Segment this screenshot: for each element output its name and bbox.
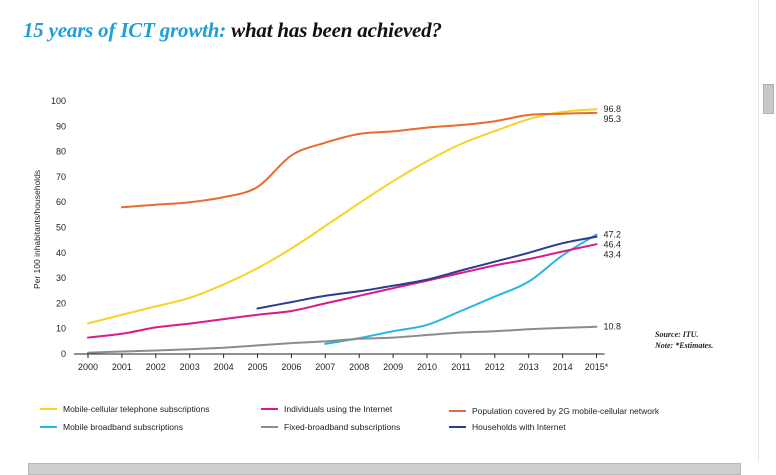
page-title: 15 years of ICT growth: what has been ac… — [23, 18, 442, 43]
legend-label: Fixed-broadband subscriptions — [284, 422, 401, 432]
y-tick-label: 60 — [56, 197, 66, 207]
note-line: Note: *Estimates. — [655, 341, 714, 350]
end-value-label: 46.4 — [604, 240, 622, 250]
x-tick-label: 2015* — [585, 362, 609, 372]
x-tick-label: 2006 — [281, 362, 301, 372]
y-tick-label: 100 — [51, 96, 66, 106]
x-tick-label: 2001 — [112, 362, 132, 372]
y-tick-label: 90 — [56, 121, 66, 131]
page-title-rest: what has been achieved? — [231, 18, 442, 42]
x-tick-label: 2012 — [485, 362, 505, 372]
legend-label: Mobile broadband subscriptions — [63, 422, 184, 432]
end-value-label: 95.3 — [604, 114, 622, 124]
source-line: Source: ITU. — [655, 330, 699, 339]
y-tick-label: 50 — [56, 223, 66, 233]
legend-swatch — [261, 426, 278, 428]
y-tick-label: 80 — [56, 147, 66, 157]
x-tick-label: 2003 — [180, 362, 200, 372]
chart-end-labels: 96.895.3 47.246.443.4 10.8 — [604, 104, 622, 332]
x-tick-label: 2013 — [519, 362, 539, 372]
legend-item: Population covered by 2G mobile-cellular… — [449, 405, 659, 417]
series-line-individuals-using-the-internet — [87, 243, 598, 339]
x-tick-label: 2011 — [451, 362, 470, 372]
y-tick-label: 10 — [56, 324, 66, 334]
legend-swatch — [449, 426, 466, 428]
legend-item: Mobile broadband subscriptions — [40, 421, 183, 433]
horizontal-scrollbar[interactable] — [0, 462, 776, 475]
x-tick-label: 2002 — [146, 362, 166, 372]
end-value-label: 10.8 — [604, 322, 622, 332]
legend-label: Mobile-cellular telephone subscriptions — [63, 404, 210, 414]
legend-label: Individuals using the Internet — [284, 404, 393, 414]
y-tick-label: 0 — [61, 349, 66, 359]
y-tick-label: 30 — [56, 273, 66, 283]
legend-swatch — [40, 426, 57, 428]
legend-label: Population covered by 2G mobile-cellular… — [472, 406, 660, 416]
legend-item: Individuals using the Internet — [261, 403, 392, 415]
end-value-label: 43.4 — [604, 250, 622, 260]
legend-swatch — [449, 410, 466, 412]
end-value-label: 96.8 — [604, 104, 622, 114]
y-tick-label: 40 — [56, 248, 66, 258]
x-tick-label: 2010 — [417, 362, 437, 372]
x-tick-label: 2004 — [214, 362, 234, 372]
x-tick-label: 2009 — [383, 362, 403, 372]
vertical-scrollbar-thumb[interactable] — [763, 84, 774, 114]
y-axis-title: Per 100 inhabitants/households — [32, 170, 42, 289]
page-title-accent: 15 years of ICT growth: — [23, 18, 227, 42]
x-tick-label: 2000 — [78, 362, 98, 372]
end-value-label: 47.2 — [604, 230, 622, 240]
chart-series — [87, 108, 598, 354]
x-tick-label: 2014 — [553, 362, 573, 372]
x-tick-label: 2007 — [315, 362, 335, 372]
legend-item: Households with Internet — [449, 421, 566, 433]
legend-swatch — [40, 408, 57, 410]
legend-swatch — [261, 408, 278, 410]
y-tick-label: 70 — [56, 172, 66, 182]
series-line-fixed-broadband-subscriptions — [87, 325, 598, 354]
series-line-population-covered-by-2g-mobile-cellular-network — [120, 111, 598, 209]
horizontal-scrollbar-thumb[interactable] — [28, 463, 741, 475]
line-chart: 0 10 20 30 40 50 60 70 80 90 100 2000 2001 2002 2003 20… — [32, 96, 622, 372]
x-tick-label: 2005 — [247, 362, 267, 372]
legend-item: Fixed-broadband subscriptions — [261, 421, 400, 433]
vertical-scrollbar[interactable] — [758, 0, 776, 462]
series-line-mobile-cellular-telephone-subscriptions — [87, 108, 598, 325]
y-tick-label: 20 — [56, 298, 66, 308]
series-line-households-with-internet — [256, 235, 598, 310]
series-line-mobile-broadband-subscriptions — [324, 233, 598, 345]
x-tick-label: 2008 — [349, 362, 369, 372]
legend-item: Mobile-cellular telephone subscriptions — [40, 403, 209, 415]
chart-axes: 0 10 20 30 40 50 60 70 80 90 100 2000 2001 2002 2003 20… — [32, 96, 609, 372]
legend-label: Households with Internet — [472, 422, 566, 432]
source-note: Source: ITU. Note: *Estimates. — [655, 329, 713, 351]
